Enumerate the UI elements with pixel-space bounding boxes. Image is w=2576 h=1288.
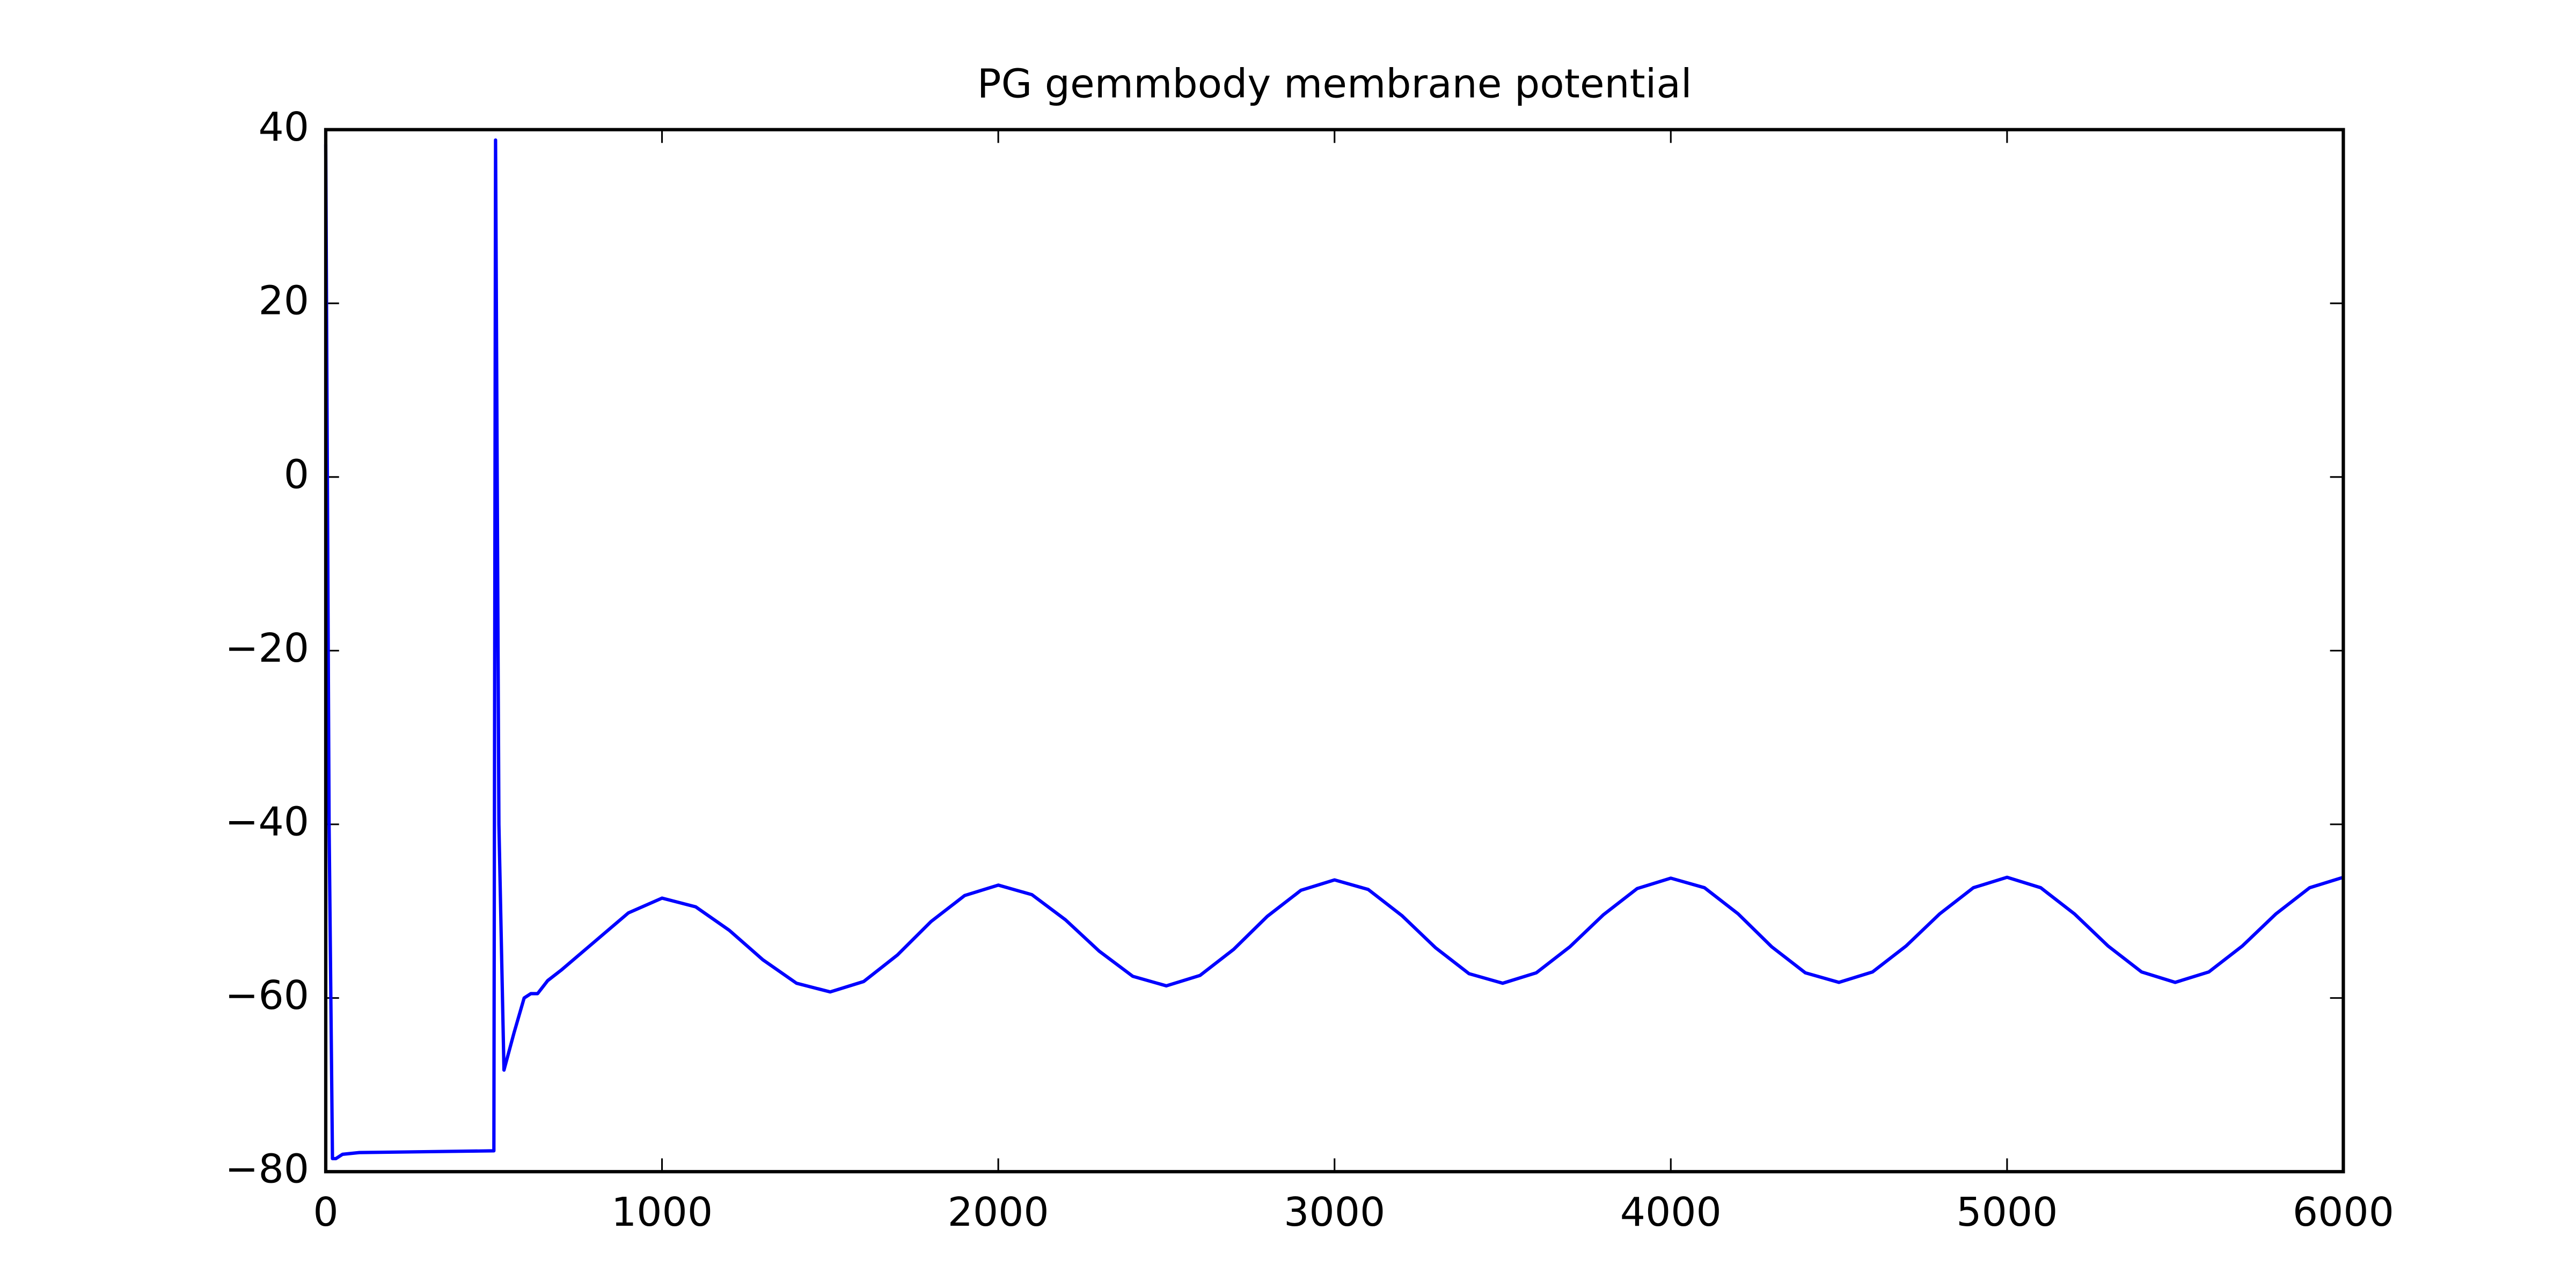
x-tick-label: 4000 bbox=[1620, 1189, 1722, 1235]
x-tick-label: 5000 bbox=[1956, 1189, 2058, 1235]
x-tick-label: 3000 bbox=[1284, 1189, 1385, 1235]
plot-frame bbox=[324, 128, 2345, 1174]
y-tick-label: 0 bbox=[284, 451, 309, 497]
y-tick-label: −40 bbox=[225, 799, 309, 845]
x-tick-label: 0 bbox=[313, 1189, 338, 1235]
y-tick-label: −80 bbox=[225, 1146, 309, 1192]
chart-title: PG gemmbody membrane potential bbox=[977, 61, 1692, 107]
line-series bbox=[324, 138, 2344, 1161]
x-tick-label: 2000 bbox=[948, 1189, 1049, 1235]
y-tick-label: 20 bbox=[258, 277, 309, 324]
y-tick-label: −20 bbox=[225, 625, 309, 671]
x-tick-label: 6000 bbox=[2293, 1189, 2394, 1235]
y-tick-label: 40 bbox=[258, 104, 309, 150]
y-tick-label: −60 bbox=[225, 972, 309, 1019]
x-tick-label: 1000 bbox=[611, 1189, 713, 1235]
